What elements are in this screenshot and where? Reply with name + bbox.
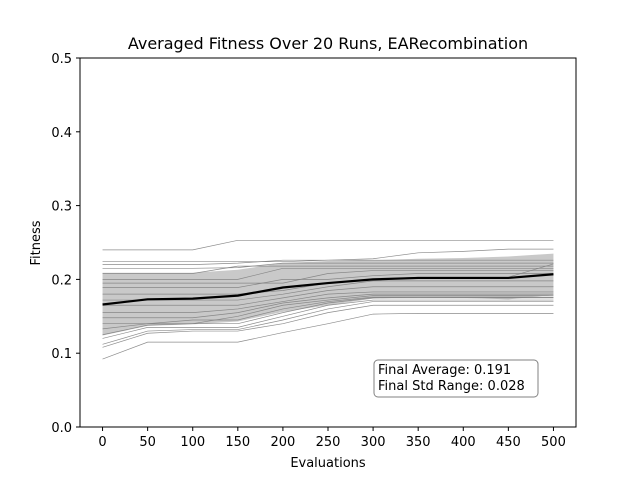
run-line-8 (102, 273, 554, 288)
run-line-7 (102, 270, 554, 284)
y-tick-label: 0.0 (51, 421, 72, 436)
y-tick-label: 0.5 (51, 52, 72, 67)
annotation-final-std-range: Final Std Range: 0.028 (378, 379, 525, 394)
run-line-17 (102, 299, 554, 339)
run-line-13 (102, 293, 554, 319)
x-tick-label: 450 (496, 435, 521, 450)
y-axis-title: Fitness (29, 220, 44, 265)
annotation-frame (373, 359, 539, 398)
run-line-19 (102, 304, 554, 348)
annotation-final-average: Final Average: 0.191 (378, 363, 511, 378)
x-tick-label: 350 (406, 435, 431, 450)
run-line-6 (102, 267, 554, 280)
x-tick-label: 100 (180, 435, 205, 450)
y-tick-label: 0.3 (51, 200, 72, 215)
x-tick-label: 200 (270, 435, 295, 450)
x-tick-label: 50 (139, 435, 156, 450)
average-line (102, 273, 554, 306)
run-line-3 (102, 259, 554, 265)
run-line-20 (102, 313, 554, 360)
run-line-10 (102, 280, 554, 301)
chart-title: Averaged Fitness Over 20 Runs, EARecombi… (128, 34, 528, 53)
run-line-12 (102, 291, 554, 313)
x-tick-label: 300 (361, 435, 386, 450)
average-line-group (102, 273, 554, 306)
y-tick-label: 0.1 (51, 347, 72, 362)
x-tick-label: 150 (225, 435, 250, 450)
run-line-1 (102, 239, 554, 251)
run-line-18 (102, 301, 554, 345)
x-axis: 0 50 100 150 200 250 300 350 400 450 500 (98, 427, 566, 450)
x-tick-label: 250 (316, 435, 341, 450)
run-line-5 (102, 265, 554, 274)
run-line-15 (102, 296, 554, 330)
y-tick-label: 0.4 (51, 126, 72, 141)
x-axis-title: Evaluations (290, 456, 366, 471)
plot-area (102, 239, 554, 360)
annotation-box: Final Average: 0.191 Final Std Range: 0.… (373, 359, 539, 398)
x-tick-label: 400 (451, 435, 476, 450)
run-line-4 (102, 262, 554, 269)
run-line-11 (102, 286, 554, 306)
y-tick-label: 0.2 (51, 273, 72, 288)
x-tick-label: 0 (98, 435, 106, 450)
y-axis: 0.0 0.1 0.2 0.3 0.4 0.5 (51, 52, 80, 436)
run-line-16 (102, 297, 554, 336)
run-line-14 (102, 295, 554, 325)
x-tick-label: 500 (541, 435, 566, 450)
run-lines-group (102, 239, 554, 360)
